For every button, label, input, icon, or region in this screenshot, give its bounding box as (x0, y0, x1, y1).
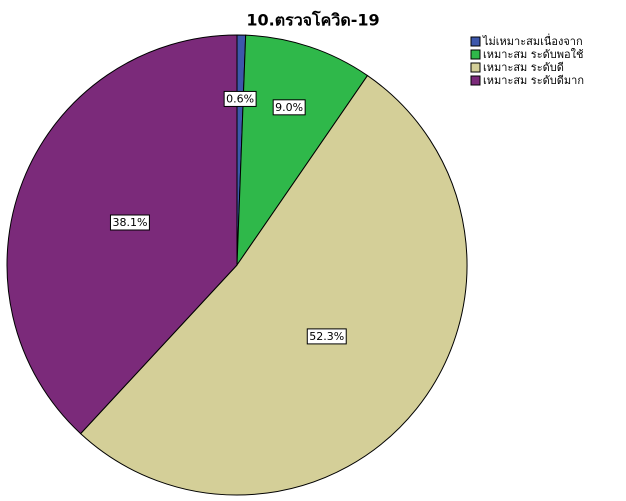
data-label: 52.3% (309, 330, 344, 343)
label-box (109, 214, 150, 231)
legend-label: ไม่เหมาะสมเนื่องจาก (482, 33, 583, 48)
data-label: 9.0% (275, 101, 303, 114)
legend-swatch (470, 62, 481, 73)
chart-title: 10.ตรวจโควิด-19 (246, 10, 379, 30)
legend-swatch (470, 36, 481, 47)
legend-swatch (470, 49, 481, 60)
legend-label: เหมาะสม ระดับดีมาก (483, 74, 584, 87)
pie-slice (236, 34, 369, 267)
pie-slice (79, 74, 468, 496)
legend-label: เหมาะสม ระดับดี (483, 61, 564, 74)
data-label: 0.6% (226, 92, 254, 105)
legend-label: เหมาะสม ระดับพอใช้ (483, 48, 583, 61)
data-label: 38.1% (112, 216, 147, 229)
legend-swatch (470, 75, 481, 86)
label-box (272, 99, 306, 116)
label-box (223, 90, 257, 107)
label-box (306, 328, 347, 345)
pie-slice (6, 34, 238, 435)
